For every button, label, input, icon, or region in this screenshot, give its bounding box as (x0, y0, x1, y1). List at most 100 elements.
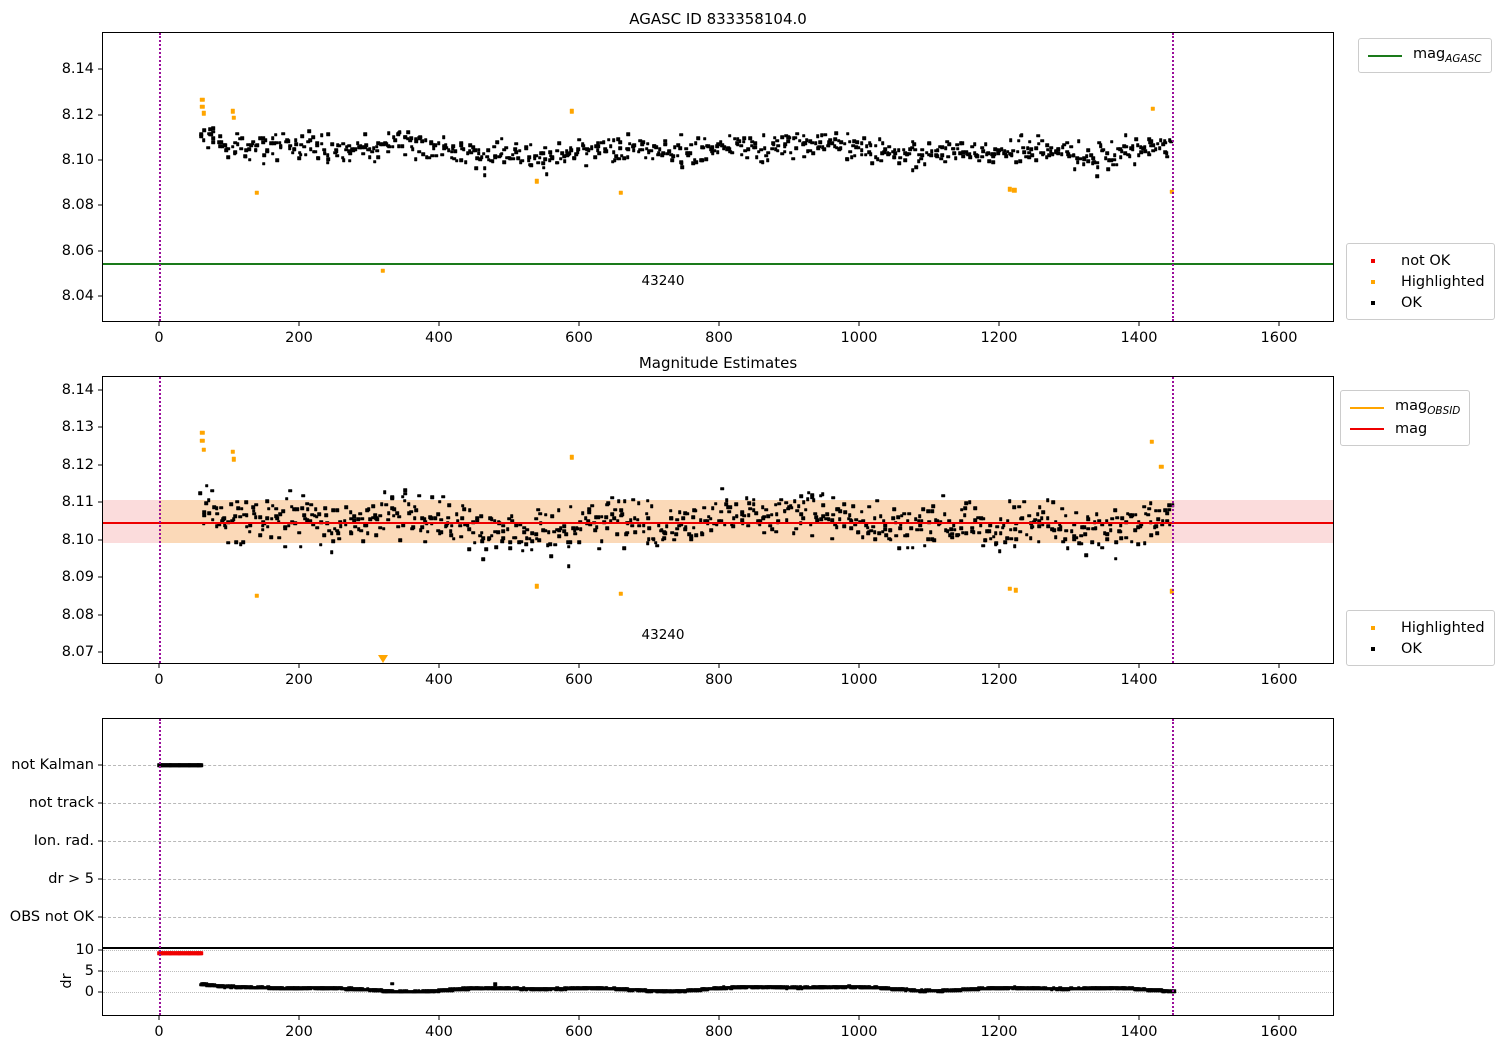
data-point-ok (820, 145, 825, 150)
data-point-ok (1062, 142, 1066, 147)
data-point-ok (1005, 536, 1009, 541)
x-tick-mark (578, 321, 580, 326)
data-point-ok (516, 156, 521, 160)
data-point-ok (859, 153, 864, 157)
data-point-highlighted (201, 111, 206, 116)
data-point-ok (618, 140, 623, 144)
data-point-ok (859, 148, 864, 152)
data-point-ok (278, 140, 282, 145)
obsid-divider-line (1171, 377, 1174, 663)
y-tick-label: 8.06 (61, 242, 94, 259)
obsid-divider-line (159, 377, 161, 663)
data-point-ok (857, 145, 861, 150)
legend-line-swatch (1350, 406, 1384, 409)
data-point-ok (445, 145, 449, 150)
data-point-ok (226, 155, 230, 160)
data-point-ok (871, 524, 875, 529)
data-point-ok (831, 495, 835, 500)
data-point-ok (813, 141, 818, 145)
data-point-ok (817, 144, 822, 149)
data-point-ok (738, 139, 742, 144)
data-point-ok (896, 515, 900, 520)
legend-mag-agasc[interactable]: magAGASC (1358, 38, 1492, 73)
legend-dot-swatch (1356, 625, 1390, 630)
data-point-ok (569, 148, 573, 152)
data-point-ok (628, 518, 633, 523)
data-point-ok (548, 542, 552, 546)
data-point-ok (578, 519, 583, 524)
data-point-ok (1120, 149, 1124, 154)
data-point-ok (1101, 147, 1105, 152)
data-point-ok (620, 512, 624, 516)
data-point-highlighted (1007, 586, 1012, 592)
data-point-ok (353, 525, 357, 529)
data-point-ok (968, 500, 972, 504)
data-point-ok (247, 157, 252, 162)
dr-gridline (103, 992, 1333, 993)
data-point-ok (614, 154, 619, 159)
data-point-ok (254, 515, 258, 519)
data-point-ok (502, 147, 507, 152)
data-point-ok (439, 530, 443, 534)
data-point-ok (501, 529, 505, 533)
legend-mag-lines[interactable]: magOBSID mag (1340, 390, 1471, 446)
legend-point-status-top[interactable]: not OK Highlighted OK (1346, 243, 1495, 320)
data-point-ok (848, 149, 853, 154)
data-point-ok (947, 533, 952, 538)
data-point-ok (631, 148, 636, 153)
x-tick-mark (1138, 663, 1140, 668)
data-point-ok (525, 536, 529, 541)
data-point-ok (391, 135, 396, 139)
data-point-ok (640, 142, 644, 146)
x-tick-label: 400 (425, 330, 453, 346)
x-tick-label: 0 (154, 672, 164, 688)
data-point-ok (508, 546, 512, 551)
data-point-ok (492, 519, 497, 524)
data-point-ok (451, 146, 455, 150)
data-point-ok (1048, 149, 1053, 154)
data-point-ok (587, 510, 591, 515)
data-point-ok (322, 533, 327, 538)
data-point-ok (405, 137, 410, 141)
data-point-ok (813, 511, 818, 516)
y-tick-label: 8.08 (61, 197, 94, 214)
data-point-ok (360, 517, 364, 521)
data-point-ok (712, 149, 717, 153)
dr-tick-label: 5 (84, 963, 94, 979)
data-point-ok (223, 523, 227, 527)
data-point-ok (905, 518, 910, 523)
data-point-ok (902, 511, 906, 516)
data-point-ok (628, 141, 632, 146)
data-point-ok (616, 137, 620, 141)
data-point-ok (870, 161, 875, 165)
data-point-highlighted (534, 179, 540, 184)
data-point-ok (769, 512, 774, 517)
data-point-ok (395, 511, 399, 515)
data-point-ok (810, 140, 814, 145)
data-point-ok (271, 136, 275, 141)
data-point-ok (1097, 518, 1102, 523)
data-point-ok (1003, 152, 1008, 156)
legend-mag-lines-entry: mag (1350, 418, 1460, 439)
data-point-ok (950, 532, 954, 536)
data-point-ok (945, 529, 950, 533)
data-point-ok (833, 522, 838, 527)
legend-point-status-middle[interactable]: Highlighted OK (1346, 610, 1495, 666)
data-point-ok (244, 500, 249, 505)
data-point-ok (981, 149, 985, 153)
data-point-ok (1123, 133, 1128, 138)
data-point-ok (312, 513, 317, 518)
x-tick-label: 1000 (840, 1024, 878, 1040)
data-point-ok (754, 511, 759, 516)
data-point-ok (589, 146, 594, 151)
data-point-ok (1167, 522, 1172, 527)
data-point-highlighted (254, 593, 260, 598)
data-point-ok (338, 143, 342, 148)
data-point-ok (740, 512, 745, 516)
data-point-ok (1165, 519, 1170, 523)
data-point-ok (615, 157, 620, 161)
data-point-ok (681, 516, 685, 521)
data-point-ok (423, 539, 428, 544)
data-point-ok (298, 544, 303, 549)
data-point-ok (418, 135, 422, 140)
